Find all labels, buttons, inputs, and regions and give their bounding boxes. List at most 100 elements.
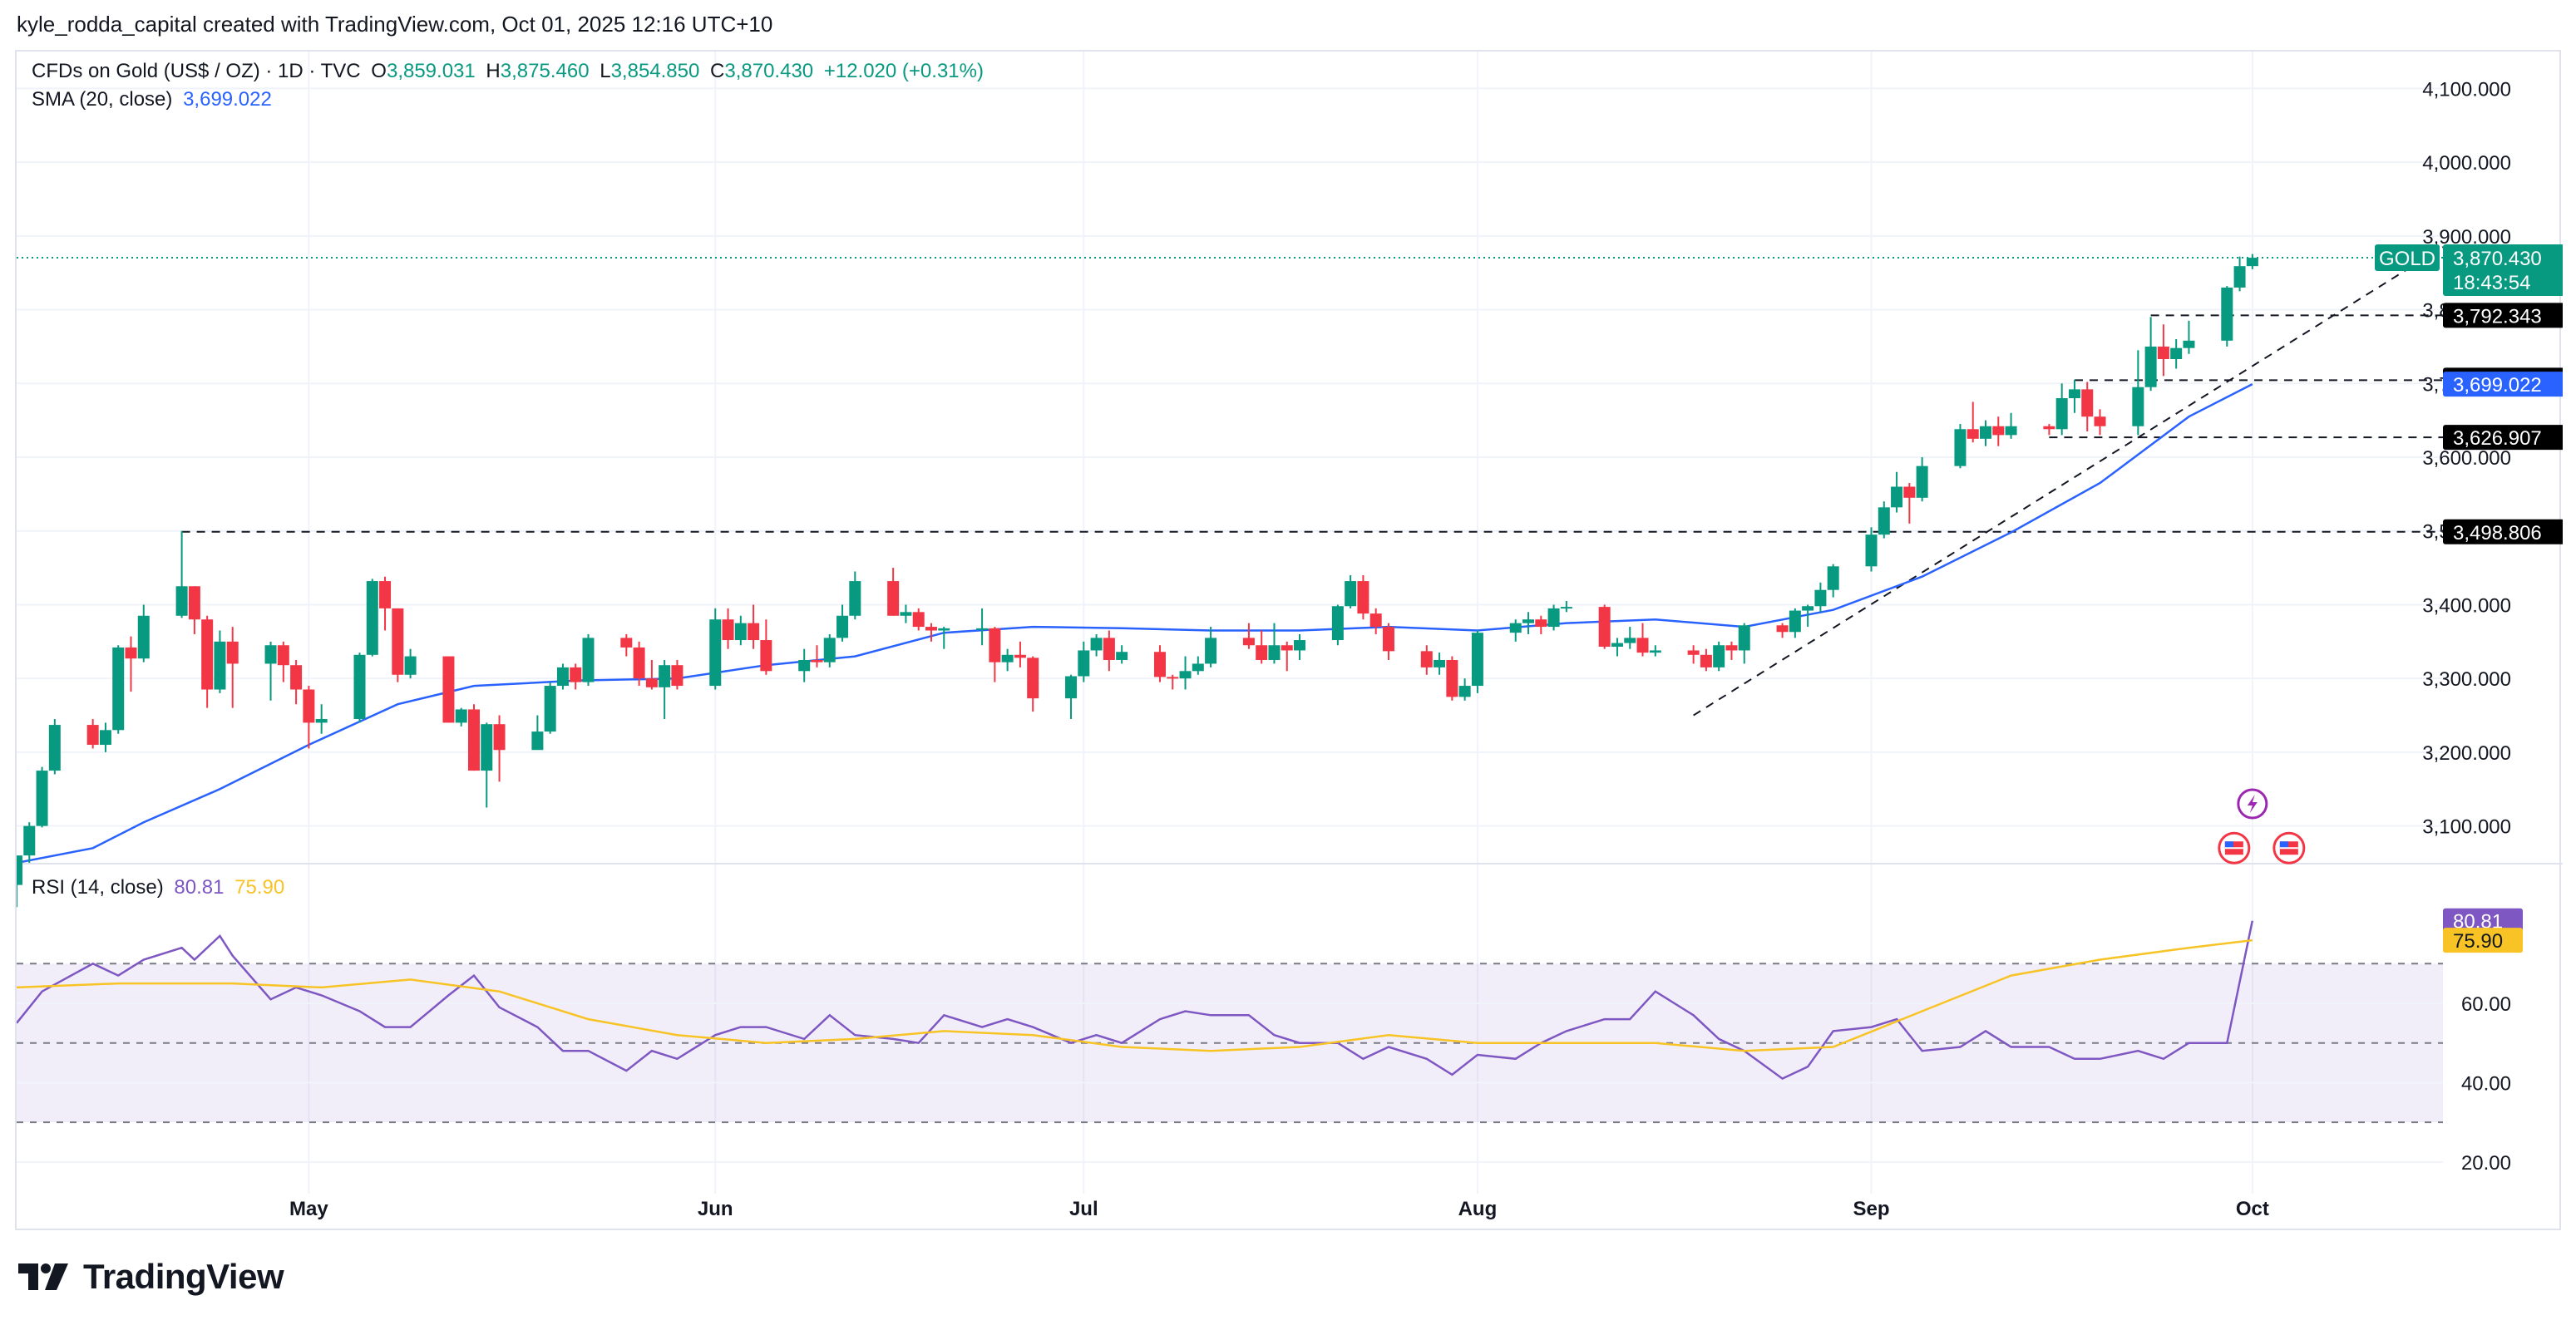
candle-body — [2144, 346, 2157, 387]
candle-body — [379, 581, 392, 608]
candle-body — [1167, 677, 1179, 679]
candle-body — [1268, 645, 1281, 660]
candle-body — [544, 686, 556, 732]
candle-body — [366, 581, 378, 655]
candle-body — [137, 615, 150, 659]
candle — [493, 715, 506, 782]
candle — [264, 641, 277, 701]
candle-body — [2094, 416, 2106, 426]
symbol-tag-text: GOLD — [2379, 248, 2435, 270]
candle — [1294, 633, 1306, 660]
candle — [1598, 604, 1611, 649]
candle — [925, 623, 937, 642]
candle — [1738, 623, 1750, 664]
change-value: +12.020 (+0.31%) — [823, 60, 984, 82]
candle — [2246, 254, 2258, 269]
candle — [1827, 564, 1839, 598]
candle — [1992, 416, 2005, 446]
candle — [1153, 645, 1166, 682]
candle-body — [849, 581, 861, 616]
candle-body — [86, 725, 99, 746]
candle-body — [1738, 625, 1750, 651]
candle — [849, 571, 861, 620]
symbol-tag-bg — [2375, 244, 2440, 272]
candle — [1916, 457, 1928, 502]
tradingview-logo[interactable]: TradingView — [18, 1257, 284, 1297]
candle-body — [1535, 619, 1547, 628]
candle — [1547, 604, 1560, 631]
candle — [1535, 615, 1547, 634]
candle — [1205, 627, 1217, 667]
price-axis-label: 3,100.000 — [2422, 816, 2511, 839]
sma-value: 3,699.022 — [183, 88, 272, 111]
candle — [404, 648, 417, 679]
candle — [1878, 501, 1890, 539]
candle — [1001, 648, 1014, 672]
candle — [1446, 656, 1458, 701]
price-axis-label: 3,300.000 — [2422, 668, 2511, 691]
candle — [1179, 656, 1192, 690]
candle — [112, 645, 125, 734]
sma-line — [17, 382, 2253, 864]
candle — [1713, 641, 1725, 672]
chart-canvas[interactable]: 3,100.0003,200.0003,300.0003,400.0003,50… — [17, 52, 2563, 1232]
tradingview-logo-icon — [18, 1263, 68, 1290]
candle — [1116, 645, 1128, 664]
candle-body — [760, 640, 772, 672]
candle-body — [989, 628, 1001, 662]
flag-canton — [2279, 841, 2288, 849]
candle — [1649, 645, 1661, 657]
candle — [36, 766, 48, 828]
candle — [366, 579, 378, 657]
time-axis-label: Aug — [1458, 1198, 1498, 1220]
candle-body — [1382, 627, 1394, 652]
candle — [620, 633, 633, 657]
candle — [392, 608, 404, 682]
candle-body — [671, 665, 683, 687]
candle — [1090, 633, 1103, 657]
candle — [1624, 627, 1636, 649]
candle — [315, 704, 328, 734]
candle-body — [1713, 645, 1725, 667]
candle — [798, 648, 811, 682]
candle-body — [1103, 638, 1115, 660]
us-flag-icon — [2273, 831, 2306, 864]
candle — [570, 663, 582, 690]
candle — [1611, 638, 1623, 657]
candle — [175, 530, 188, 618]
candle-body — [531, 731, 544, 751]
candle-body — [1242, 638, 1255, 646]
candle-body — [353, 654, 366, 719]
candle-body — [2055, 398, 2068, 430]
candle-body — [570, 667, 582, 682]
candle-body — [188, 586, 200, 620]
candle-body — [1446, 660, 1458, 697]
candle-body — [1916, 465, 1928, 498]
candle-body — [1116, 652, 1128, 660]
candle-body — [1065, 676, 1078, 699]
candle-body — [1954, 429, 1967, 466]
candle-body — [1256, 645, 1268, 660]
candle-body — [1903, 486, 1916, 498]
time-axis-label: Oct — [2236, 1198, 2269, 1220]
candle-body — [709, 619, 722, 687]
candle-body — [798, 660, 811, 672]
us-flag-icon — [2218, 831, 2251, 864]
candle — [760, 619, 772, 675]
candle — [938, 627, 950, 649]
candle-body — [99, 730, 111, 746]
candle — [1027, 656, 1039, 712]
candle-body — [734, 623, 747, 641]
candle-body — [2233, 266, 2246, 288]
candle — [201, 615, 214, 708]
candle-body — [1078, 650, 1090, 677]
price-axis-label: 4,000.000 — [2422, 152, 2511, 175]
candle — [2170, 339, 2183, 369]
rsi-label: RSI (14, close) — [32, 876, 164, 899]
symbol-legend: CFDs on Gold (US$ / OZ) · 1D · TVC O3,85… — [32, 60, 989, 83]
candle-body — [582, 638, 595, 682]
candle-body — [442, 656, 455, 723]
candle — [887, 568, 900, 616]
candle-body — [2005, 426, 2017, 436]
candle — [1078, 641, 1090, 682]
